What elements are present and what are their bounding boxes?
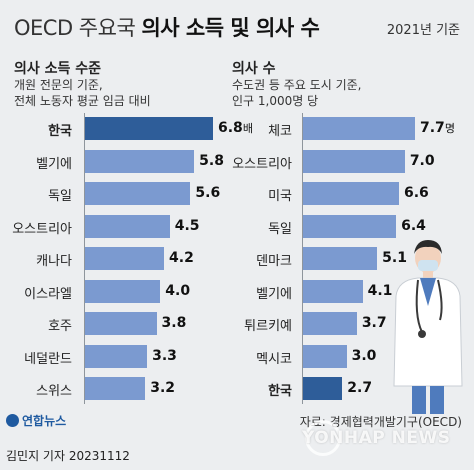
right-bar	[303, 377, 343, 400]
right-unit-label: 명	[444, 122, 455, 135]
left-bar	[85, 149, 195, 173]
left-value-label: 3.3	[152, 347, 177, 364]
right-axis-line	[302, 113, 303, 404]
yonhap-logo: 연합뉴스	[6, 412, 66, 429]
left-value-label: 3.2	[150, 380, 176, 396]
source-note: 자료: 경제협력개발기구(OECD)	[299, 415, 462, 429]
right-value-label: 6.4	[401, 217, 426, 234]
right-value-label: 7.0	[409, 152, 435, 169]
right-category-label: 멕시코	[256, 351, 292, 367]
left-bar	[85, 279, 161, 303]
right-category-label: 덴마크	[256, 254, 292, 269]
title-bold: 의사 소득 및 의사 수	[141, 16, 320, 40]
right-bar	[303, 247, 378, 270]
right-value-label: 6.6	[404, 185, 429, 201]
right-category-label: 한국	[268, 384, 292, 399]
right-bar	[303, 312, 357, 335]
left-value-label: 3.8	[161, 315, 187, 331]
right-value-label: 4.1	[367, 282, 393, 299]
right-panel-title: 의사 수	[232, 61, 276, 77]
left-value-label: 4.2	[169, 250, 194, 266]
watermark: YONHAP NEWS	[302, 428, 451, 448]
title-light: OECD 주요국	[14, 16, 136, 40]
left-category-label: 스위스	[36, 384, 72, 399]
left-panel-title: 의사 소득 수준	[14, 61, 102, 77]
right-value-label: 3.0	[351, 347, 377, 364]
left-bar	[85, 312, 157, 335]
right-bar	[303, 117, 415, 140]
left-value-label: 5.8	[199, 152, 224, 169]
left-category-label: 독일	[48, 189, 72, 204]
left-category-label: 이스라엘	[24, 286, 72, 302]
left-category-label: 오스트리아	[12, 221, 72, 237]
right-category-label: 벨기에	[256, 286, 292, 302]
logo-text: 연합뉴스	[22, 414, 67, 428]
watermark-circle-icon	[305, 420, 341, 456]
right-value-label: 2.7	[347, 380, 373, 396]
chart-title: OECD 주요국 의사 소득 및 의사 수	[14, 12, 320, 42]
right-category-label: 독일	[268, 221, 292, 237]
left-subtitle-line-2: 전체 노동자 평균 임금 대비	[14, 94, 151, 108]
left-category-label: 벨기에	[36, 156, 72, 172]
right-subtitle-line-1: 수도권 등 주요 도시 기준,	[232, 78, 362, 92]
right-bar	[303, 149, 405, 173]
left-bar	[85, 344, 148, 368]
left-category-label: 캐나다	[36, 254, 72, 269]
credit-line: 김민지 기자 20231112	[6, 449, 130, 463]
left-value-label: 5.6	[195, 185, 221, 201]
left-bar	[85, 247, 165, 270]
right-bar	[303, 182, 399, 205]
right-panel-subtitle: 수도권 등 주요 도시 기준, 인구 1,000명 당	[232, 77, 361, 109]
left-category-label: 한국	[48, 124, 72, 139]
left-unit-label: 배	[242, 122, 253, 135]
left-category-label: 네덜란드	[24, 351, 72, 367]
left-bar	[85, 182, 191, 205]
right-category-label: 체코	[268, 124, 292, 139]
right-category-label: 튀르키예	[244, 319, 292, 334]
year-note: 2021년 기준	[386, 23, 460, 38]
left-bar	[85, 377, 146, 400]
right-bar	[303, 344, 347, 368]
left-bar	[85, 214, 170, 238]
doctor-illustration	[393, 240, 463, 414]
right-value-label: 3.7	[361, 315, 387, 331]
left-value-label: 6.8배	[218, 120, 253, 136]
left-value-label: 4.0	[165, 282, 191, 299]
left-panel-subtitle: 개원 전문의 기준, 전체 노동자 평균 임금 대비	[14, 77, 151, 109]
left-value-label: 4.5	[174, 217, 200, 234]
right-value-label: 7.7명	[420, 120, 455, 136]
left-category-label: 호주	[48, 319, 72, 334]
right-bar	[303, 214, 397, 238]
yonhap-logo-icon	[6, 414, 19, 427]
right-category-label: 미국	[268, 189, 292, 204]
left-axis-line	[84, 113, 85, 404]
left-subtitle-line-1: 개원 전문의 기준,	[14, 78, 103, 92]
right-subtitle-line-2: 인구 1,000명 당	[232, 94, 319, 108]
right-bar	[303, 279, 363, 303]
right-category-label: 오스트리아	[232, 156, 292, 172]
right-value-label: 5.1	[382, 250, 407, 266]
left-bar	[85, 117, 213, 140]
